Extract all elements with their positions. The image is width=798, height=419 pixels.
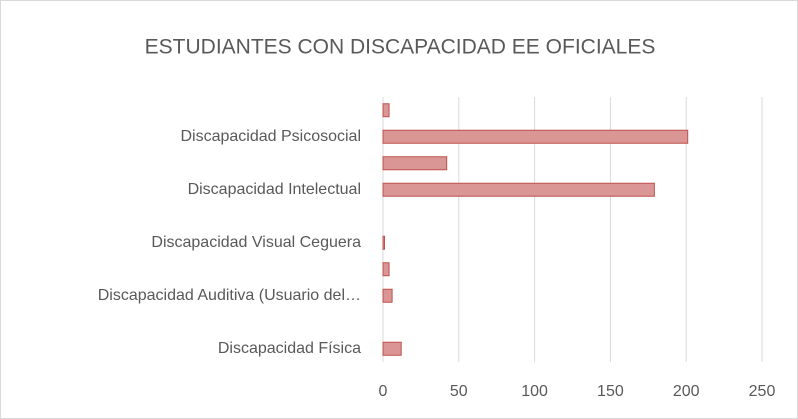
bar bbox=[382, 103, 390, 118]
bar bbox=[382, 129, 689, 144]
x-tick-label: 0 bbox=[379, 383, 388, 400]
chart-title: ESTUDIANTES CON DISCAPACIDAD EE OFICIALE… bbox=[145, 36, 656, 59]
bar bbox=[382, 288, 393, 303]
bar bbox=[382, 235, 386, 250]
bar bbox=[382, 341, 402, 356]
y-tick-label: Discapacidad Auditiva (Usuario del… bbox=[98, 287, 361, 304]
x-tick-label: 200 bbox=[673, 383, 700, 400]
y-tick-label: Discapacidad Visual Ceguera bbox=[151, 234, 361, 251]
bar bbox=[382, 156, 448, 171]
y-tick-label: Discapacidad Física bbox=[218, 340, 361, 357]
bar bbox=[382, 262, 390, 277]
x-tick-label: 50 bbox=[450, 383, 468, 400]
y-tick-label: Discapacidad Psicosocial bbox=[180, 128, 361, 145]
x-tick-label: 150 bbox=[597, 383, 624, 400]
x-tick-label: 250 bbox=[749, 383, 776, 400]
y-tick-label: Discapacidad Intelectual bbox=[188, 181, 361, 198]
bar bbox=[382, 182, 655, 197]
x-tick-label: 100 bbox=[521, 383, 548, 400]
